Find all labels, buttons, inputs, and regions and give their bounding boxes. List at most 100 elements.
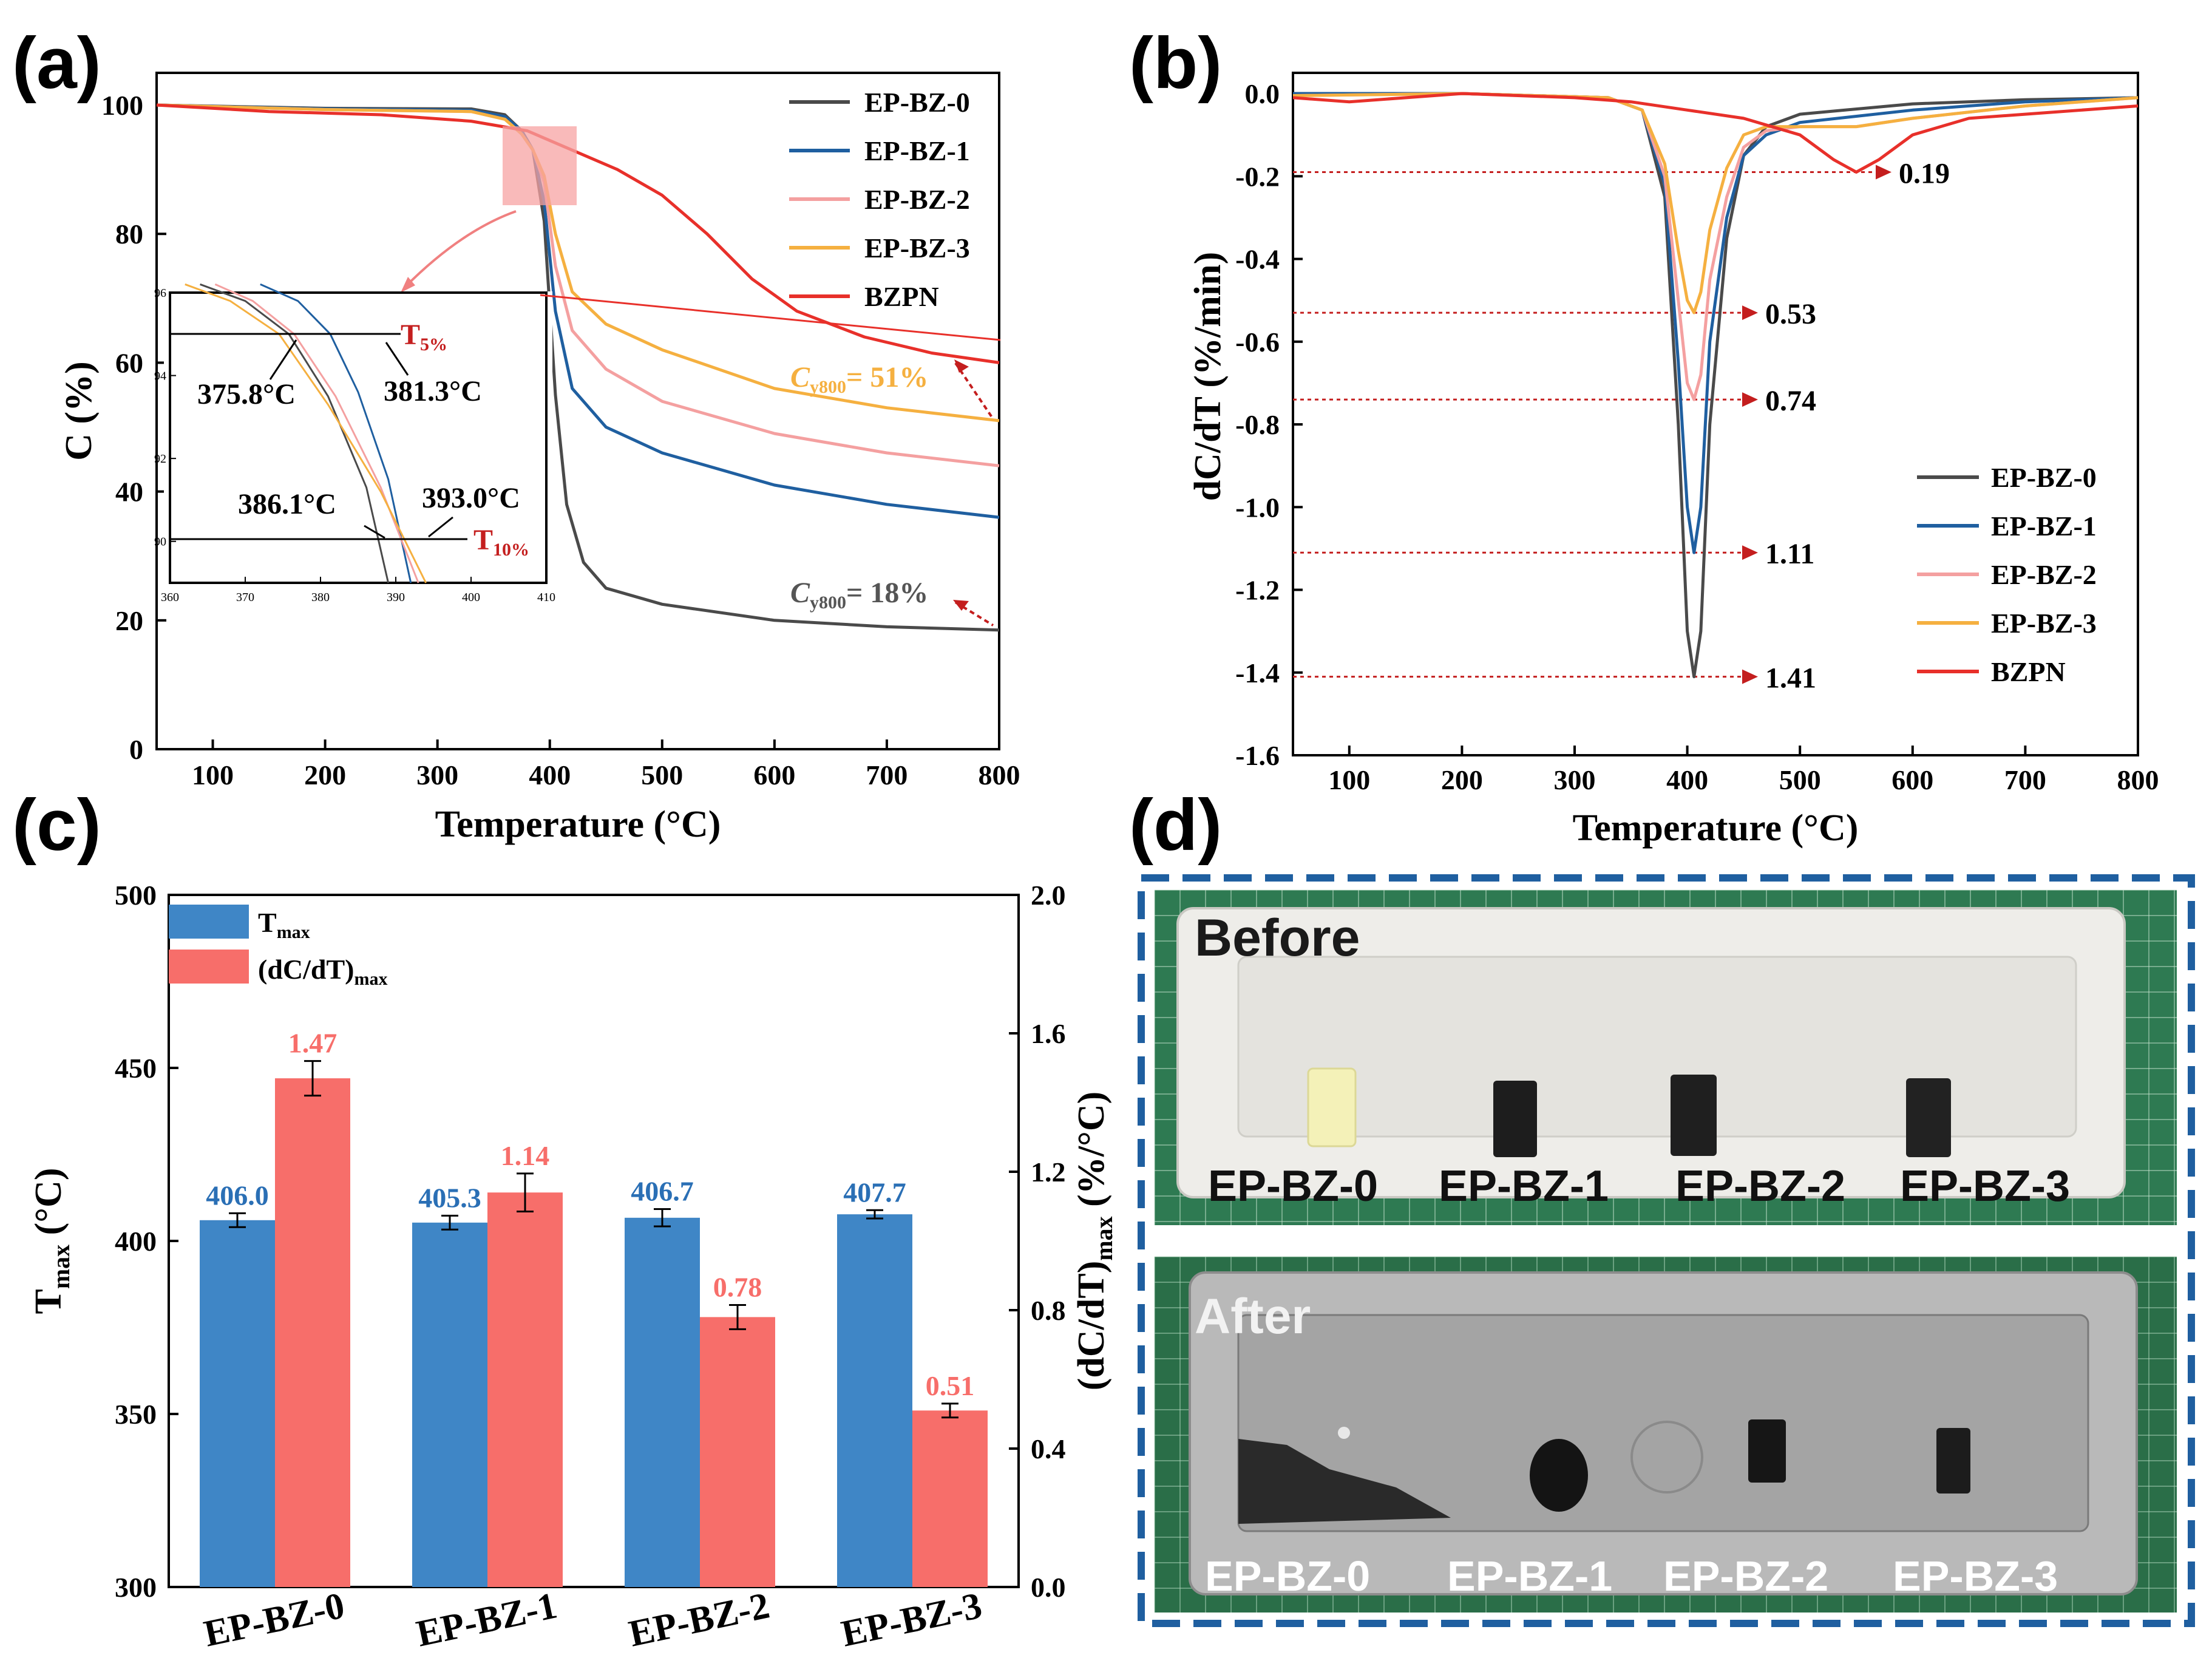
c-tmax-value: 406.0 [206,1180,269,1211]
zoom-highlight-box [503,126,577,205]
legend-tmax-swatch [169,905,249,939]
inset-arrow-375 [269,339,297,380]
panel-c-ylabel-sub: max [47,1245,75,1289]
panel-c-bars: 406.0 1.47 405.3 1.14 406.7 0.78 407.7 0.51 [200,1028,988,1587]
a-ytick-label: 60 [115,347,143,378]
legend-tmax-sub: max [277,922,310,942]
b-ytick-label: -0.6 [1235,327,1280,358]
panel-b-ticks: 100 200 300 400 500 600 700 800 0.0 -0.2 -0.4 -0.6 -… [1235,78,2159,795]
c-y2tick-label: 0.4 [1031,1433,1066,1464]
inset-xtick-label: 360 [161,591,179,604]
b-peak-arrowhead [1742,669,1758,684]
b-series-ep-bz-3 [1292,92,2139,314]
panel-c-ylabel-t: T [28,1289,69,1314]
panel-c-ylabel-unit: (°C) [28,1167,69,1244]
c-tmax-value: 407.7 [843,1177,906,1208]
t5-label: T5% [401,319,447,355]
panel-b-dtg-chart: 100 200 300 400 500 600 700 800 0.0 -0.2 -0.4 -0.6 -… [1187,72,2159,849]
panel-c-ylabel: Tmax (°C) [28,1167,75,1314]
inset-label-393: 393.0°C [422,482,520,514]
panel-label-d: (d) [1129,784,1222,866]
panel-b-legend: EP-BZ-0 EP-BZ-1 EP-BZ-2 EP-BZ-3 BZPN [1917,462,2097,687]
b-legend-label: EP-BZ-3 [1991,608,2097,639]
panel-c-y2label-unit: (%/°C) [1071,1092,1112,1217]
b-xtick-label: 600 [1891,764,1933,795]
photo-dashed-border [1138,874,2195,1627]
panel-c-y2label-t: (dC/dT) [1071,1261,1112,1391]
zoom-arrow [404,210,517,288]
a-xtick-label: 400 [529,760,571,790]
legend-dcdt-sub: max [354,969,387,989]
cy800-high-val: = 51% [846,361,928,393]
a-ytick-label: 100 [101,90,143,121]
c-bar-dcdt [275,1078,350,1587]
c-bar-dcdt [487,1192,563,1587]
after-label-3: EP-BZ-3 [1893,1552,2058,1600]
c-tmax-value: 406.7 [631,1176,694,1207]
legend-tmax-label: Tmax [258,907,310,942]
b-series-bzpn [1292,92,2139,174]
b-xtick-label: 200 [1441,764,1483,795]
sample-before-ep-bz-2 [1671,1075,1717,1156]
b-legend-label: EP-BZ-0 [1991,462,2097,493]
c-dcdt-value: 0.51 [926,1370,975,1401]
t5-label-sub: 5% [420,335,447,355]
c-category-label: EP-BZ-2 [625,1585,773,1655]
panel-label-c: (c) [12,784,101,866]
panel-label-a: (a) [12,22,101,104]
cy800-high-annotation: Cy800= 51% [790,361,928,397]
legend-dcdt-swatch [169,950,249,984]
inset-series [185,283,427,583]
a-xtick-label: 700 [866,760,908,790]
a-xtick-label: 300 [416,760,458,790]
b-peak-arrowhead [1742,545,1758,560]
c-category-label: EP-BZ-3 [838,1585,985,1655]
panel-a-ticks: 100 200 300 400 500 600 700 800 0 20 40 60 80 100 [101,90,1020,790]
inset-label-375: 375.8°C [197,378,296,410]
inset-arrow-393 [428,516,453,538]
b-peak-label: 1.11 [1765,538,1814,570]
t10-label-t: T [473,524,493,556]
panel-b-series [1292,92,2139,679]
b-xtick-label: 700 [2004,764,2046,795]
inset-ticks: 360 370 380 390 400 410 90 92 94 96 [154,287,555,604]
b-ytick-label: -1.2 [1235,575,1280,606]
c-category-label: EP-BZ-1 [413,1585,560,1655]
c-bar-tmax [625,1217,700,1587]
before-label-2: EP-BZ-2 [1675,1162,1845,1211]
inset-xtick-label: 390 [387,591,405,604]
cy800-low-arrowhead [953,600,969,611]
inset-arrow-381 [385,342,409,376]
inset-ytick-label: 94 [154,370,166,383]
c-y2tick-label: 1.2 [1031,1157,1066,1188]
c-bar-dcdt [700,1317,775,1587]
a-legend-label: EP-BZ-3 [864,233,970,263]
before-label-0: EP-BZ-0 [1208,1162,1378,1211]
inset-frame [169,291,548,584]
t5-label-t: T [401,319,420,351]
cy800-high-c: C [790,361,810,393]
legend-dcdt-text: (dC/dT) [258,954,354,985]
a-ytick-label: 80 [115,219,143,250]
residue-ep-bz-3 [1936,1428,1970,1494]
b-legend-label: EP-BZ-1 [1991,511,2097,542]
c-dcdt-value: 0.78 [713,1271,762,1302]
c-tmax-value: 405.3 [418,1182,481,1213]
c-ytick-label: 350 [115,1399,157,1430]
inset-xtick-label: 400 [462,591,480,604]
b-ytick-label: -1.0 [1235,492,1280,523]
panel-a-ylabel: C (%) [58,361,100,461]
b-ytick-label: -1.4 [1235,658,1280,688]
t10-label-sub: 10% [493,540,529,560]
c-ytick-label: 400 [115,1226,157,1257]
inset-arrow-386 [364,525,385,539]
cy800-high-arrowhead [954,359,969,373]
panel-b-ylabel: dC/dT (%/min) [1187,252,1229,501]
cy800-high-sub: y800 [810,377,846,397]
after-photo: After EP-BZ-0 EP-BZ-1 EP-BZ-2 EP-BZ-3 [1154,1256,2177,1613]
t10-label: T10% [473,524,529,560]
before-photo: Before EP-BZ-0 EP-BZ-1 EP-BZ-2 EP-BZ-3 [1154,889,2177,1225]
inset-ytick-label: 92 [154,452,166,466]
